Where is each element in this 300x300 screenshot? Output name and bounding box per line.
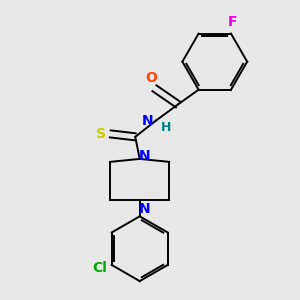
Text: O: O [146, 71, 158, 85]
Text: Cl: Cl [92, 261, 107, 275]
Text: N: N [138, 149, 150, 163]
Text: N: N [138, 202, 150, 216]
Text: H: H [161, 122, 171, 134]
Text: S: S [96, 127, 106, 141]
Text: F: F [228, 15, 237, 29]
Text: N: N [141, 114, 153, 128]
